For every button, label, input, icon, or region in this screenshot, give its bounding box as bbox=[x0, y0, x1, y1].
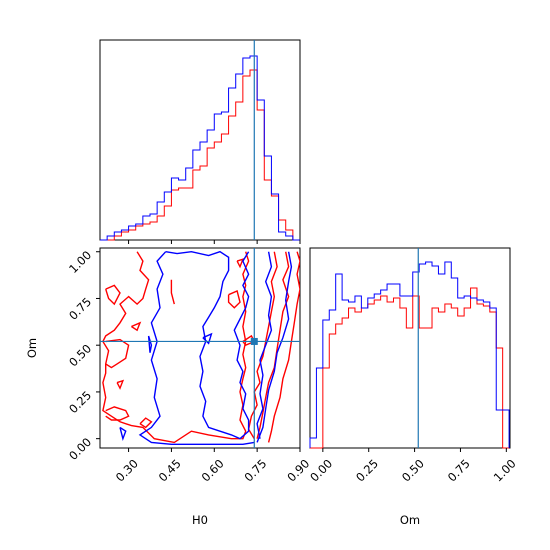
red-contour bbox=[256, 251, 290, 439]
h0-tick-label: 0.30 bbox=[113, 456, 141, 484]
om-marginal-tick-label: 1.00 bbox=[491, 456, 519, 484]
blue-contour bbox=[119, 426, 127, 442]
red-contour bbox=[131, 321, 142, 332]
red-contour bbox=[105, 284, 121, 306]
om-tick-label: 1.00 bbox=[66, 248, 94, 276]
h0-marginal-axes bbox=[99, 39, 301, 244]
red-contour bbox=[105, 406, 130, 421]
om-tick-label: 0.25 bbox=[66, 388, 94, 416]
red-contour bbox=[267, 251, 300, 443]
om-hist-series-red bbox=[310, 287, 510, 449]
blue-contour bbox=[138, 251, 255, 445]
om-marginal-frame bbox=[309, 247, 511, 449]
x-axis-label-h0: H0 bbox=[192, 513, 208, 527]
h0-tick-label: 0.45 bbox=[156, 456, 184, 484]
blue-contour bbox=[202, 332, 213, 345]
red-contour bbox=[170, 279, 175, 305]
om-tick-label: 0.50 bbox=[66, 341, 94, 369]
red-contour bbox=[105, 338, 130, 369]
red-contour bbox=[102, 251, 250, 444]
blue-contour bbox=[256, 251, 293, 443]
blue-contour bbox=[165, 250, 250, 440]
om-marginal-tick-label: 0.75 bbox=[445, 456, 473, 484]
blue-contour bbox=[256, 251, 273, 439]
y-axis-label-om: Om bbox=[25, 338, 39, 358]
red-contour bbox=[116, 379, 125, 390]
contour-frame bbox=[99, 247, 301, 449]
om-hist-series-blue bbox=[309, 261, 510, 448]
h0-om-contour-axes: 0.30 0.45 0.60 0.75 0.90 0.00 0.25 0.50 0.75 1.00 bbox=[66, 247, 312, 484]
om-tick-label: 0.00 bbox=[66, 435, 94, 463]
h0-marginal-frame bbox=[99, 39, 301, 241]
h0-hist-series-blue bbox=[100, 55, 300, 241]
red-contour bbox=[236, 258, 245, 269]
contour-lines-group bbox=[102, 250, 300, 445]
h0-tick-label: 0.75 bbox=[241, 456, 269, 484]
h0-tick-label: 0.90 bbox=[284, 456, 312, 484]
om-marginal-tick-label: 0.00 bbox=[307, 456, 335, 484]
h0-tick-label: 0.60 bbox=[199, 456, 227, 484]
om-tick-label: 0.75 bbox=[66, 295, 94, 323]
blue-contour bbox=[147, 335, 153, 353]
red-contour bbox=[227, 290, 241, 309]
red-contour bbox=[139, 417, 153, 429]
om-marginal-tick-label: 0.25 bbox=[353, 456, 381, 484]
om-marginal-tick-label: 0.50 bbox=[399, 456, 427, 484]
red-contour bbox=[247, 251, 278, 440]
x-axis-label-om: Om bbox=[400, 513, 420, 527]
om-marginal-axes: 0.00 0.25 0.50 0.75 1.00 bbox=[307, 247, 519, 484]
truth-marker bbox=[250, 337, 258, 345]
h0-hist-series-red bbox=[100, 69, 300, 241]
